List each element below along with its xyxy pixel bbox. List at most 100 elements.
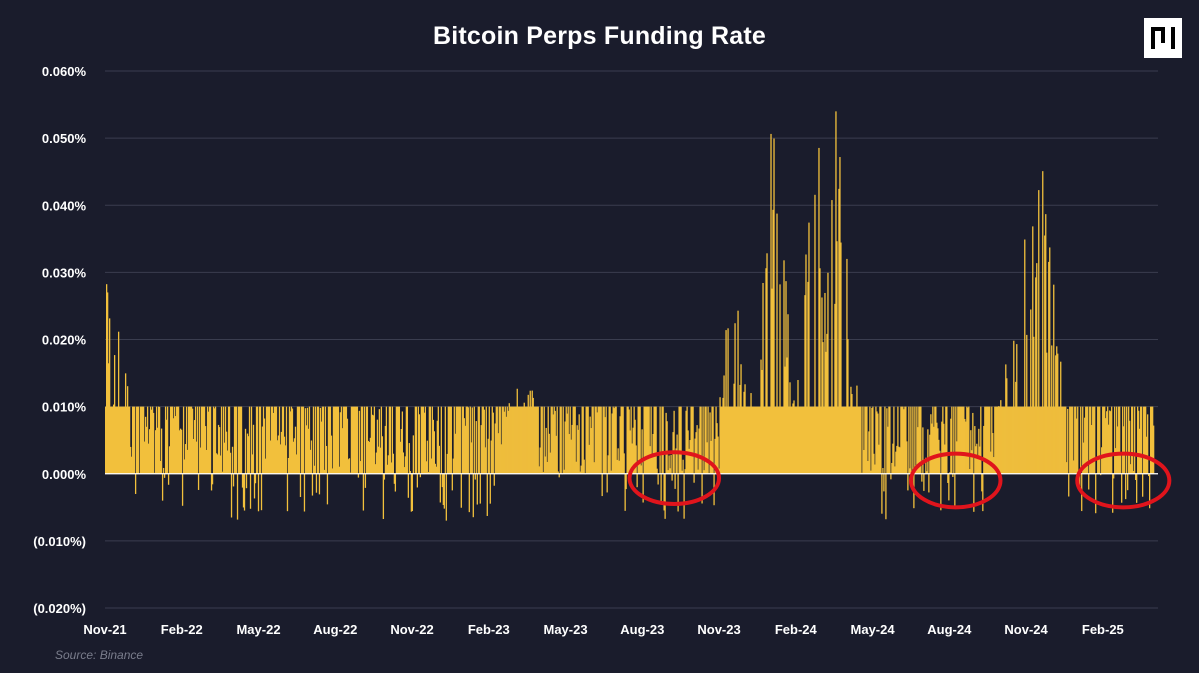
funding-bar (679, 406, 681, 474)
funding-bar (869, 406, 871, 474)
funding-bar (181, 473, 184, 506)
funding-bar (721, 406, 723, 474)
funding-bar (800, 406, 802, 474)
funding-bar (419, 473, 421, 478)
funding-bar (266, 406, 269, 474)
funding-bar (339, 412, 342, 474)
funding-bar (1084, 417, 1086, 474)
funding-bar (118, 406, 121, 474)
funding-bar (888, 406, 890, 474)
funding-bar (581, 406, 583, 474)
funding-bar (396, 406, 399, 474)
funding-bar (799, 406, 801, 474)
funding-bar (749, 406, 751, 474)
funding-bar (182, 406, 185, 474)
funding-bar (257, 473, 260, 512)
funding-bar (224, 406, 227, 474)
funding-bar (1151, 406, 1153, 474)
funding-bar (1136, 473, 1138, 503)
funding-bar (1054, 406, 1056, 474)
funding-bar (140, 406, 143, 474)
funding-bar (850, 386, 852, 474)
funding-bar (1027, 406, 1029, 474)
funding-bar (473, 406, 475, 474)
funding-bar (714, 438, 716, 474)
funding-bar (644, 406, 646, 474)
funding-bar (1082, 406, 1084, 474)
funding-bar (472, 473, 474, 518)
funding-bar (960, 406, 962, 474)
funding-bar (616, 459, 618, 474)
funding-bar (663, 473, 665, 511)
funding-bar (1130, 464, 1132, 474)
funding-bar (206, 406, 209, 474)
funding-bar (711, 406, 713, 474)
funding-bar (252, 424, 255, 474)
funding-bar (766, 253, 768, 474)
funding-bar (354, 406, 357, 474)
funding-bar (775, 406, 777, 474)
funding-bar (134, 473, 137, 494)
x-tick-label: Aug-22 (313, 622, 357, 637)
funding-bar (693, 473, 695, 483)
funding-bar (759, 406, 761, 474)
funding-bar (460, 473, 462, 508)
funding-bar (417, 406, 420, 474)
funding-bar (783, 260, 785, 474)
funding-bar (1108, 424, 1110, 474)
funding-bar (438, 445, 440, 474)
funding-bar (202, 406, 205, 474)
funding-bar (270, 406, 273, 474)
funding-bar (442, 473, 444, 506)
funding-bar (865, 406, 867, 474)
funding-bar (1065, 406, 1067, 474)
funding-bar (204, 426, 207, 474)
funding-bar (1053, 284, 1055, 474)
funding-bar (682, 459, 684, 474)
funding-bar (105, 406, 107, 474)
funding-bar (422, 406, 424, 474)
funding-bar (122, 406, 125, 474)
funding-bar (599, 406, 601, 474)
funding-bar (785, 281, 787, 474)
funding-bar (722, 397, 724, 474)
funding-bar (243, 473, 246, 511)
funding-bar (397, 406, 400, 474)
funding-bar (715, 406, 717, 474)
funding-bar (378, 409, 381, 474)
funding-bar (664, 473, 666, 519)
funding-bar (724, 406, 726, 474)
funding-bar (678, 406, 680, 474)
funding-bar (1118, 406, 1120, 474)
funding-bar (646, 406, 648, 474)
funding-bar (267, 406, 270, 474)
funding-bar (1022, 406, 1024, 474)
funding-bar (908, 406, 910, 474)
funding-bar (213, 408, 216, 474)
funding-bar (1095, 473, 1097, 514)
funding-bar (1056, 346, 1058, 474)
funding-bar (1121, 473, 1123, 503)
x-tick-label: Nov-24 (1004, 622, 1048, 637)
funding-bar (527, 394, 529, 474)
funding-bar (933, 426, 935, 474)
funding-bar (324, 406, 327, 474)
funding-bar (126, 386, 129, 474)
y-tick-label: 0.030% (42, 265, 87, 280)
funding-bar (445, 473, 447, 521)
funding-bar (734, 323, 736, 474)
funding-bar (620, 406, 622, 474)
funding-bar (772, 209, 774, 474)
funding-bar (560, 406, 562, 474)
funding-bar (929, 434, 931, 474)
funding-bar (899, 447, 901, 474)
funding-bar (474, 473, 476, 480)
funding-bar (444, 406, 446, 474)
funding-bar (387, 455, 390, 474)
funding-bar (161, 473, 164, 501)
funding-bar (744, 384, 746, 474)
funding-bar (617, 448, 619, 474)
funding-bar (226, 450, 229, 474)
funding-bar (169, 406, 172, 474)
